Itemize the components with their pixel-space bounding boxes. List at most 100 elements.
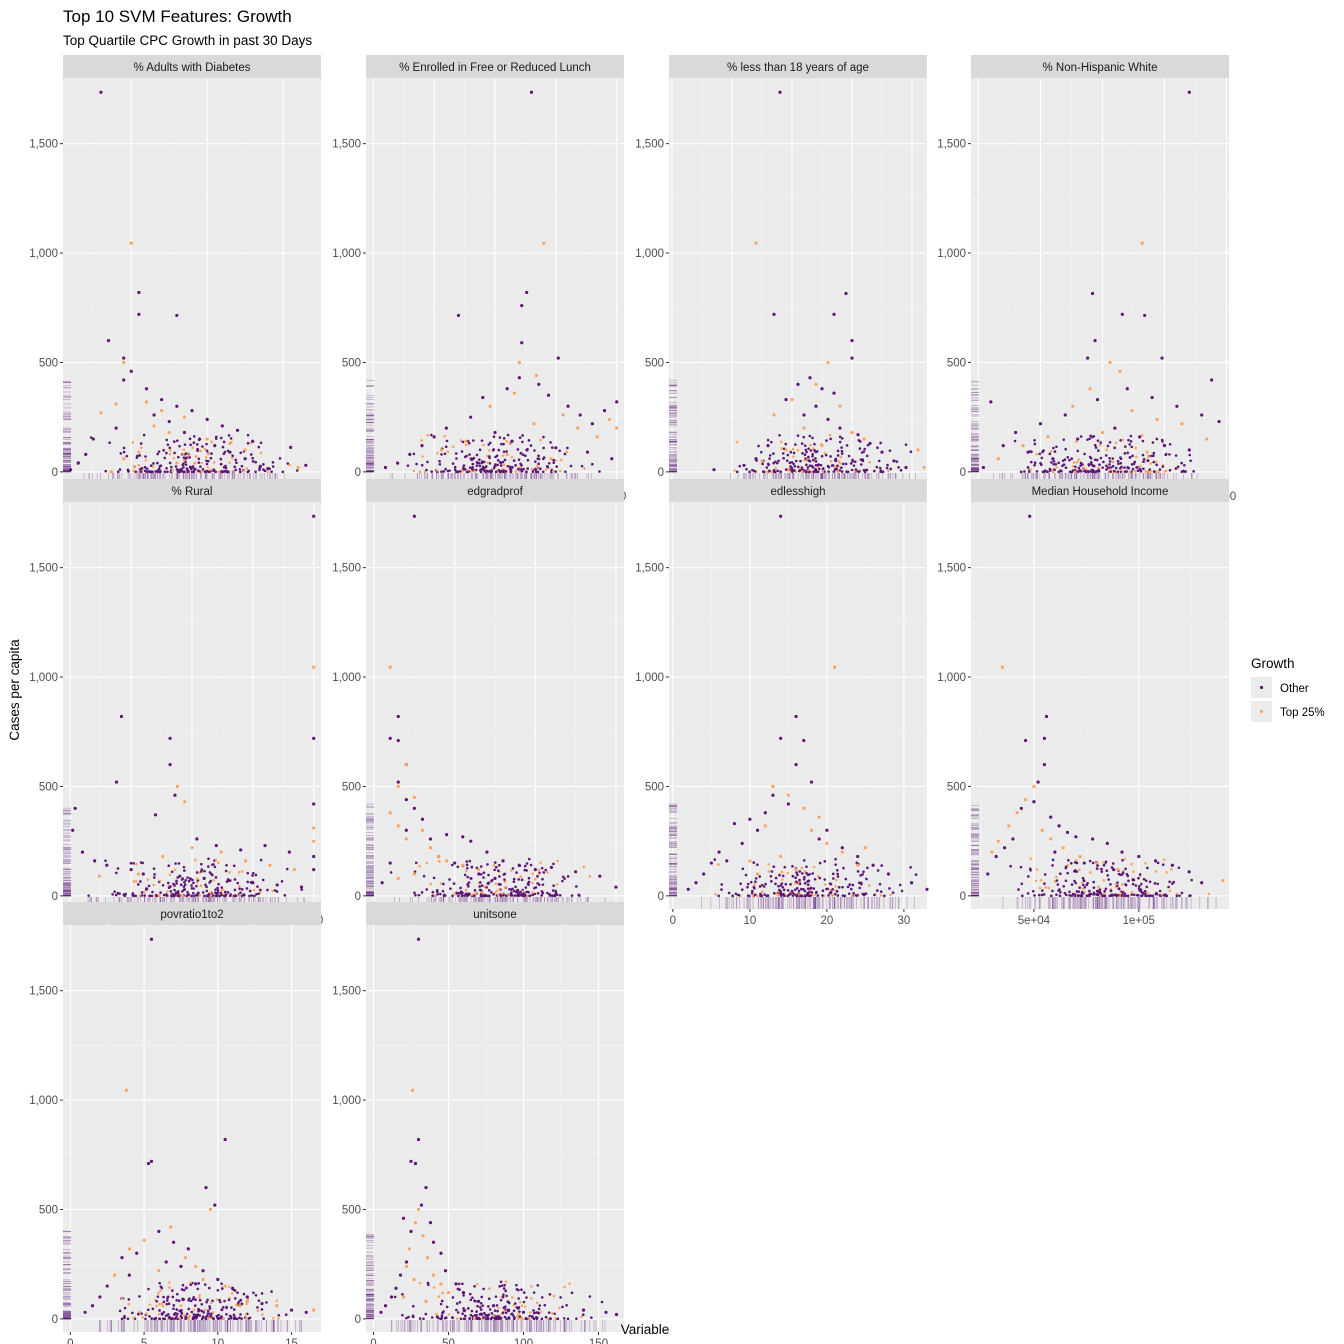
point-top-25 — [436, 854, 441, 859]
cluster-dot — [1064, 879, 1068, 883]
cluster-dot — [1098, 443, 1102, 447]
cluster-dot — [190, 1310, 194, 1314]
cluster-dot — [475, 866, 479, 870]
point-other — [91, 437, 95, 441]
cluster-dot — [821, 469, 825, 473]
point-other — [725, 859, 729, 863]
cluster-dot — [1145, 885, 1149, 889]
cluster-dot — [183, 869, 186, 872]
cluster-dot — [1148, 470, 1151, 474]
cluster-dot — [126, 1317, 130, 1321]
point-other — [168, 762, 172, 767]
cluster-dot — [807, 455, 810, 459]
cluster-dot — [1071, 892, 1075, 896]
cluster-dot — [197, 457, 201, 461]
point-other — [152, 413, 156, 417]
cluster-dot — [184, 1317, 187, 1321]
cluster-dot — [820, 454, 824, 458]
x-tick-label: 0 — [670, 915, 676, 927]
cluster-dot — [199, 862, 203, 866]
point-other — [1051, 457, 1055, 461]
cluster-dot — [553, 894, 557, 898]
cluster-dot — [866, 443, 870, 447]
cluster-dot — [792, 451, 796, 455]
cluster-dot — [554, 470, 557, 473]
cluster-dot — [170, 870, 174, 874]
cluster-dot — [220, 470, 224, 473]
cluster-dot — [834, 465, 837, 468]
cluster-dot — [232, 864, 236, 868]
cluster-dot — [266, 470, 270, 474]
cluster-dot — [1033, 461, 1037, 464]
cluster-dot — [1106, 466, 1110, 469]
point-top-25 — [1145, 450, 1149, 454]
point-other — [396, 461, 400, 465]
cluster-dot — [1109, 470, 1112, 473]
point-other — [73, 806, 77, 810]
cluster-dot — [1087, 464, 1091, 467]
strip-less-than-18-years-of-age — [669, 55, 927, 78]
point-top-25 — [190, 846, 194, 850]
cluster-dot — [238, 894, 241, 897]
dense-cluster-adults-with-diabetes — [77, 433, 299, 474]
cluster-dot — [521, 440, 524, 444]
cluster-dot — [879, 469, 883, 472]
point-top-25 — [1015, 811, 1019, 815]
cluster-dot — [856, 894, 859, 897]
cluster-dot — [443, 435, 446, 438]
cluster-dot — [1055, 879, 1059, 882]
cluster-dot — [439, 892, 442, 896]
y-tick-label: 500 — [39, 357, 58, 369]
cluster-dot — [182, 466, 185, 469]
point-other — [566, 404, 570, 408]
cluster-dot — [217, 882, 220, 886]
cluster-dot — [851, 883, 855, 887]
cluster-dot — [1038, 893, 1041, 897]
cluster-dot — [1060, 469, 1063, 473]
cluster-dot — [163, 456, 167, 460]
cluster-dot — [1109, 889, 1113, 892]
cluster-dot — [805, 871, 808, 875]
cluster-dot — [782, 456, 785, 460]
point-other — [766, 444, 770, 448]
cluster-dot — [406, 464, 410, 467]
cluster-dot — [1121, 871, 1125, 875]
cluster-dot — [811, 872, 814, 875]
cluster-dot — [804, 448, 808, 452]
cluster-dot — [205, 442, 208, 446]
cluster-dot — [206, 1317, 210, 1320]
cluster-dot — [196, 1287, 200, 1291]
cluster-dot — [878, 466, 882, 470]
cluster-dot — [827, 470, 830, 473]
cluster-dot — [772, 891, 776, 895]
cluster-dot — [520, 469, 524, 473]
cluster-dot — [203, 869, 206, 873]
cluster-dot — [731, 894, 734, 898]
cluster-dot — [772, 461, 775, 465]
cluster-dot — [774, 460, 777, 464]
cluster-dot — [177, 455, 180, 459]
point-other — [235, 428, 240, 432]
cluster-dot — [525, 862, 529, 865]
point-other — [517, 863, 521, 867]
cluster-dot — [828, 433, 832, 437]
cluster-dot — [1096, 439, 1100, 442]
point-top-25 — [576, 426, 580, 430]
cluster-dot — [1144, 879, 1148, 882]
cluster-dot — [1038, 452, 1042, 456]
point-top-25 — [542, 241, 546, 245]
series-top-25-edgradprof — [388, 665, 481, 880]
cluster-dot — [1121, 858, 1124, 862]
cluster-dot — [182, 885, 186, 888]
cluster-dot — [146, 878, 150, 881]
cluster-dot — [176, 876, 180, 879]
cluster-dot — [193, 858, 197, 862]
point-other — [556, 356, 560, 360]
cluster-dot — [1097, 468, 1101, 472]
cluster-dot — [536, 875, 539, 878]
point-top-25 — [439, 448, 444, 452]
cluster-dot — [529, 444, 533, 447]
cluster-dot — [172, 1304, 176, 1307]
cluster-dot — [539, 861, 542, 865]
cluster-dot — [499, 883, 502, 886]
